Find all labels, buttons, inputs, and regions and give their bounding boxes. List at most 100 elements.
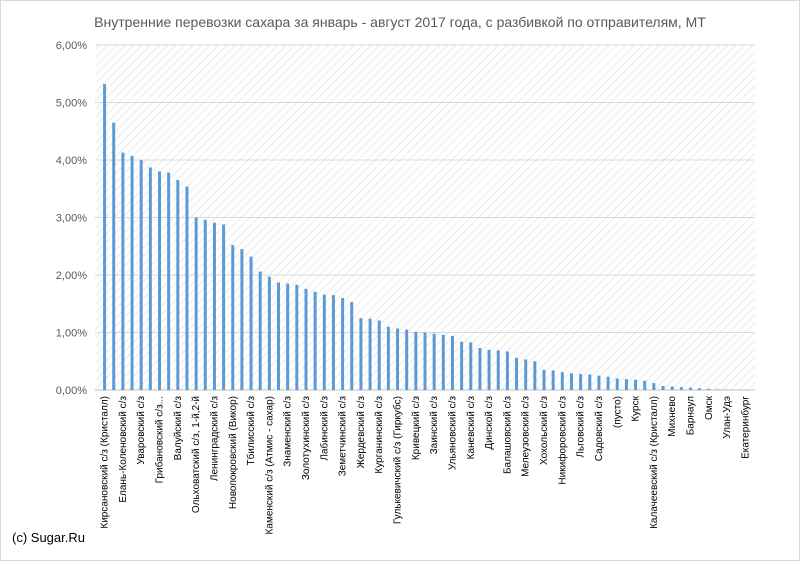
bar <box>240 249 244 390</box>
x-tick-label: Мелеузовский с/з <box>521 396 532 477</box>
bar <box>597 375 601 391</box>
bar <box>615 378 619 390</box>
bar <box>716 389 720 390</box>
x-tick-label: Уваровский с/з <box>136 396 147 465</box>
bar <box>148 167 152 390</box>
bar <box>167 172 171 390</box>
bar <box>103 84 107 390</box>
bar <box>441 334 445 390</box>
x-tick-label: Каневский с/з <box>466 396 477 460</box>
copyright-watermark: (c) Sugar.Ru <box>12 530 85 545</box>
y-tick-label: 4,00% <box>56 155 87 167</box>
x-tick-label: Новопокровский (Викор) <box>228 396 239 509</box>
bars <box>103 84 747 391</box>
bar <box>112 122 116 391</box>
bar <box>414 331 418 390</box>
bar <box>679 387 683 391</box>
x-tick-label: Заинский с/з <box>429 396 440 455</box>
x-tick-label: Ленинградский с/з <box>209 396 220 481</box>
bar <box>707 388 711 390</box>
y-tick-label: 5,00% <box>56 98 87 110</box>
x-axis: Кирсановский с/з (Кристалл) Елань-Коленов… <box>100 395 752 534</box>
bar <box>396 328 400 390</box>
bar <box>515 357 519 390</box>
bar <box>121 152 125 390</box>
bar <box>295 284 299 390</box>
bar <box>130 155 134 390</box>
x-tick-label: Улан-Удэ <box>722 396 733 439</box>
x-tick-label: Кривецкий с/з <box>411 396 422 461</box>
x-tick-label: Калачеевский с/з (Кристалл) <box>649 396 660 529</box>
x-tick-label: Тбилисский с/з <box>245 396 257 466</box>
bar <box>139 160 143 390</box>
bar <box>203 219 207 390</box>
bar <box>588 374 592 390</box>
bar <box>579 373 583 390</box>
bar <box>249 256 253 390</box>
bar <box>304 288 308 390</box>
x-tick-label: Жердевский с/з <box>356 396 367 469</box>
y-tick-label: 0,00% <box>56 385 87 397</box>
bar <box>643 380 647 390</box>
x-tick-label: Кирсановский с/з (Кристалл) <box>100 396 111 529</box>
x-tick-label: (пусто) <box>612 396 623 428</box>
bar <box>341 298 345 390</box>
bar <box>560 372 564 390</box>
bar <box>505 351 509 390</box>
bar <box>176 180 180 390</box>
bar <box>158 171 162 390</box>
bar <box>194 217 198 390</box>
bar <box>460 341 464 390</box>
bar <box>496 350 500 390</box>
bar <box>606 376 610 390</box>
x-tick-label: Елань-Коленовский с/з <box>118 396 129 503</box>
x-tick-label: Земетчинский с/з <box>338 396 349 477</box>
x-tick-label: Каменский с/з (Атмис - сахар) <box>264 396 275 534</box>
bar <box>450 335 454 390</box>
bar <box>313 291 317 390</box>
bar <box>350 302 354 390</box>
bar <box>222 224 226 390</box>
bar <box>569 373 573 390</box>
bar <box>698 388 702 390</box>
bar <box>542 369 546 391</box>
x-tick-label: Хохольский с/з <box>539 396 550 465</box>
bar <box>670 386 674 390</box>
bar <box>231 245 235 390</box>
bar <box>377 320 381 390</box>
bar <box>359 318 363 391</box>
y-tick-label: 1,00% <box>56 328 87 340</box>
bar <box>423 332 427 390</box>
bar <box>533 361 537 390</box>
x-tick-label: Екатеринбург <box>739 396 751 459</box>
x-tick-label: Динской с/з <box>484 396 495 450</box>
x-tick-label: Курганинский с/з <box>374 396 385 474</box>
bar <box>267 276 271 390</box>
bar <box>487 349 491 390</box>
x-tick-label: Балашовский с/з <box>502 396 513 474</box>
x-tick-label: Михнево <box>667 396 678 437</box>
y-tick-label: 2,00% <box>56 270 87 282</box>
y-tick-label: 6,00% <box>56 40 87 52</box>
x-tick-label: Грибановский с/з... <box>154 396 166 483</box>
bar <box>478 348 482 390</box>
x-tick-label: Ульяновский с/з <box>447 396 458 471</box>
bar <box>386 326 390 390</box>
bar <box>551 370 555 390</box>
x-tick-label: Садовский с/з <box>594 396 605 462</box>
x-tick-label: Омск <box>704 395 715 420</box>
y-axis: 0,00% 1,00% 2,00% 3,00% 4,00% 5,00% 6,00% <box>56 40 87 397</box>
bar <box>185 186 189 390</box>
bar <box>277 282 281 390</box>
x-tick-label: Ольховатский с/з, 1-й,2-й <box>191 396 202 513</box>
x-tick-label: Знаменский с/з <box>283 396 294 467</box>
x-tick-label: Никифоровский с/з <box>556 396 568 485</box>
x-tick-label: Гулькевичский с/з (Гиркубс) <box>392 396 404 524</box>
bar <box>322 294 326 390</box>
bar <box>212 222 216 390</box>
x-tick-label: Валуйский с/з <box>173 396 184 461</box>
bar <box>405 329 409 391</box>
bar <box>331 295 335 391</box>
x-tick-label: Барнаул <box>685 396 696 435</box>
